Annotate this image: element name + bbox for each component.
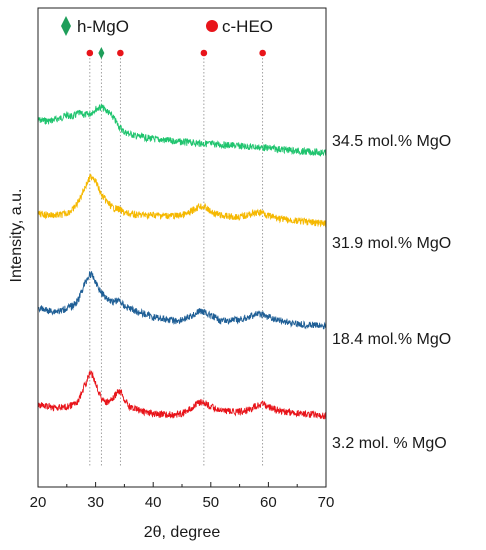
series-line: [37, 173, 327, 228]
x-tick-label: 20: [30, 494, 47, 511]
x-tick-label: 50: [202, 494, 219, 511]
legend-circle-icon: [206, 20, 218, 32]
c-heo-marker-icon: [259, 49, 266, 57]
series-label: 34.5 mol.% MgO: [332, 133, 451, 150]
x-tick-label: 40: [145, 494, 162, 511]
series-line: [37, 270, 327, 330]
legend-diamond-icon: [61, 16, 71, 36]
legend-label-c-heo: c-HEO: [222, 17, 273, 36]
x-tick-label: 30: [87, 494, 104, 511]
series-line: [37, 370, 327, 420]
series-labels: 34.5 mol.% MgO 31.9 mol.% MgO 18.4 mol.% M…: [332, 133, 451, 452]
series-label: 31.9 mol.% MgO: [332, 235, 451, 252]
h-mgo-marker-icon: [98, 47, 105, 59]
phase-markers: [86, 47, 266, 59]
x-axis: 20 30 40 50 60 70: [30, 482, 335, 511]
series-label: 18.4 mol.% MgO: [332, 331, 451, 348]
series-label: 3.2 mol. % MgO: [332, 435, 447, 452]
legend-label-h-mgo: h-MgO: [77, 17, 129, 36]
x-tick-label: 60: [260, 494, 277, 511]
y-axis-label: Intensity, a.u.: [8, 189, 25, 283]
c-heo-marker-icon: [86, 49, 94, 57]
series-line: [37, 103, 327, 157]
series-layer: [37, 103, 327, 420]
c-heo-marker-icon: [200, 49, 208, 57]
x-axis-label: 2θ, degree: [144, 524, 221, 541]
legend: h-MgO c-HEO: [61, 16, 273, 36]
c-heo-marker-icon: [117, 49, 124, 57]
x-tick-label: 70: [318, 494, 335, 511]
